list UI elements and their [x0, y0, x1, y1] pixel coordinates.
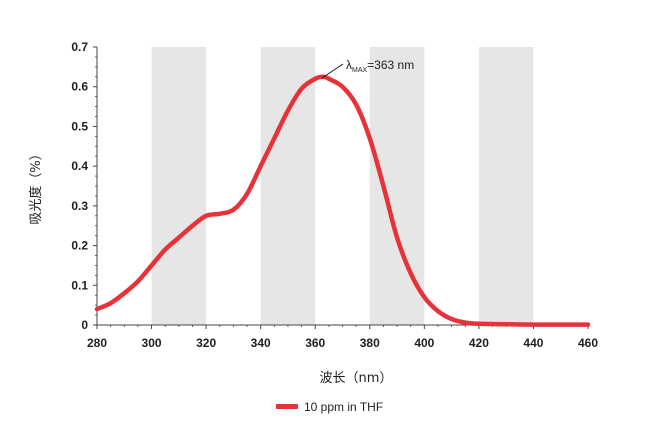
y-tick-label-0: 0: [81, 318, 88, 332]
series-point-0-30: [504, 322, 508, 326]
y-tick-label-5: 0.5: [71, 119, 88, 133]
x-tick-label-7: 420: [469, 336, 489, 350]
x-tick-label-9: 460: [578, 336, 598, 350]
annotation-value: =363 nm: [367, 58, 414, 72]
series-point-0-11: [245, 192, 249, 196]
series-point-0-5: [163, 248, 167, 252]
x-tick-label-5: 380: [360, 336, 380, 350]
x-axis-title: 波长（nm）: [320, 371, 393, 386]
series-point-0-28: [463, 321, 467, 325]
y-tick-label-7: 0.7: [71, 40, 88, 54]
series-point-0-23: [395, 236, 399, 240]
x-tick-label-4: 360: [305, 336, 325, 350]
shaded-band-0: [151, 47, 207, 325]
shaded-band-3: [478, 47, 534, 325]
x-tick-labels: 280 300 320 340 360 380 400 420 440 460: [87, 336, 598, 350]
y-tick-label-3: 0.3: [71, 199, 88, 213]
series-point-0-26: [436, 309, 440, 313]
series-point-0-22: [381, 184, 385, 188]
x-tick-label-2: 320: [196, 336, 216, 350]
shaded-bands: [151, 47, 534, 325]
series-point-0-25: [422, 295, 426, 299]
series-point-0-8: [204, 214, 208, 218]
y-axis-title: 吸光度（%）: [28, 147, 44, 224]
annotation-symbol: λ: [346, 58, 352, 72]
series-point-0-6: [177, 236, 181, 240]
series-point-0-9: [218, 212, 222, 216]
series-point-0-7: [190, 224, 194, 228]
series-point-0-10: [231, 208, 235, 212]
series-point-0-18: [327, 77, 331, 81]
series-point-0-0: [95, 307, 99, 311]
series-line-0: [94, 74, 591, 327]
y-tick-label-4: 0.4: [71, 159, 88, 173]
legend: 10 ppm in THF: [276, 400, 383, 414]
series-point-0-14: [286, 109, 290, 113]
x-tick-label-6: 400: [414, 336, 434, 350]
series-point-0-33: [586, 323, 590, 327]
series-point-0-21: [368, 136, 372, 140]
series-point-0-20: [354, 103, 358, 107]
x-tick-label-8: 440: [523, 336, 543, 350]
series-point-0-24: [409, 271, 413, 275]
series-point-0-4: [150, 263, 154, 267]
series-point-0-1: [109, 301, 113, 305]
series-layer: [94, 74, 591, 327]
annotation-leader-line: [321, 63, 344, 79]
series-point-0-19: [341, 85, 345, 89]
y-tick-label-2: 0.2: [71, 239, 88, 253]
series-point-0-32: [559, 323, 563, 327]
series-point-0-3: [136, 279, 140, 283]
legend-swatch: [276, 404, 298, 409]
shaded-band-1: [260, 47, 316, 325]
x-tick-label-1: 300: [142, 336, 162, 350]
annotation-subscript: MAX: [352, 67, 368, 74]
series-point-0-16: [313, 77, 317, 81]
x-tick-label-0: 280: [87, 336, 107, 350]
series-point-0-2: [122, 291, 126, 295]
series-point-0-13: [272, 136, 276, 140]
y-tick-label-6: 0.6: [71, 80, 88, 94]
peak-annotation: λMAX=363 nm: [321, 58, 414, 79]
legend-label: 10 ppm in THF: [304, 400, 383, 414]
series-point-0-31: [531, 323, 535, 327]
x-tick-label-3: 340: [251, 336, 271, 350]
annotation-label: λMAX=363 nm: [346, 58, 414, 74]
series-point-0-15: [300, 87, 304, 91]
y-tick-label-1: 0.1: [71, 278, 88, 292]
y-tick-labels: 0 0.1 0.2 0.3 0.4 0.5 0.6 0.7: [71, 40, 88, 332]
series-point-0-27: [450, 317, 454, 321]
series-point-0-29: [477, 322, 481, 326]
series-point-0-12: [259, 164, 263, 168]
